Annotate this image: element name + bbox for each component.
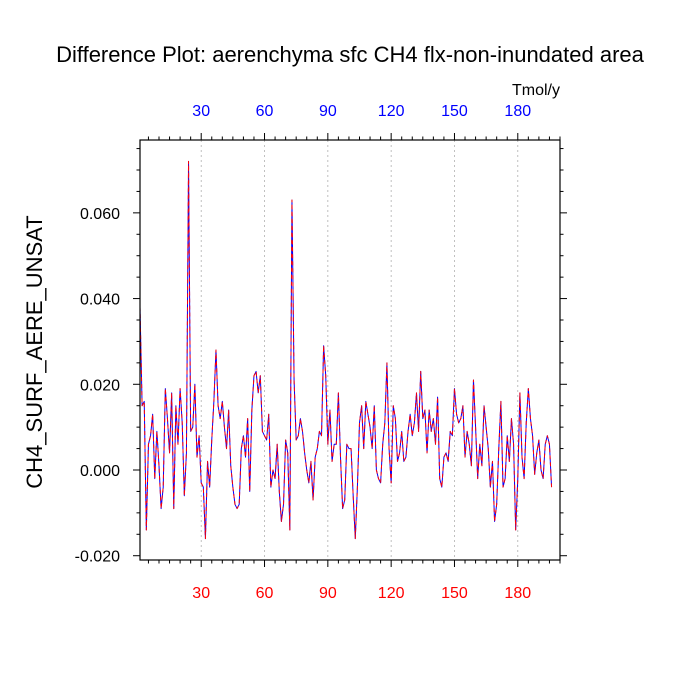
y-axis-label: CH4_SURF_AERE_UNSAT xyxy=(22,215,47,488)
plot-frame xyxy=(139,139,561,561)
y-tick-label-0.060: 0.060 xyxy=(80,206,120,223)
x-tick-label-bottom-30: 30 xyxy=(192,585,210,602)
x-tick-label-top-30: 30 xyxy=(192,103,210,120)
x-tick-label-bottom-150: 150 xyxy=(441,585,468,602)
x-tick-label-bottom-90: 90 xyxy=(319,585,337,602)
y-tick-label-0.000: 0.000 xyxy=(80,463,120,480)
axes: 30 30 60 60 90 90 120 120 150 150 180 180 -0.020 0.00… xyxy=(75,103,567,602)
series-red-line xyxy=(139,160,553,540)
y-tick-label--0.020: -0.020 xyxy=(75,549,120,566)
x-tick-label-bottom-60: 60 xyxy=(256,585,274,602)
x-tick-label-bottom-180: 180 xyxy=(504,585,531,602)
x-tick-label-top-90: 90 xyxy=(319,103,337,120)
y-tick-label-0.020: 0.020 xyxy=(80,377,120,394)
series-blue-line xyxy=(139,160,553,540)
x-tick-label-top-150: 150 xyxy=(441,103,468,120)
units-label: Tmol/y xyxy=(512,82,560,99)
x-tick-label-top-60: 60 xyxy=(256,103,274,120)
y-tick-label-0.040: 0.040 xyxy=(80,292,120,309)
series-lines xyxy=(139,160,553,540)
gridlines xyxy=(200,140,519,560)
x-tick-label-top-120: 120 xyxy=(378,103,405,120)
x-tick-label-bottom-120: 120 xyxy=(378,585,405,602)
chart-title: Difference Plot: aerenchyma sfc CH4 flx-… xyxy=(56,42,645,67)
x-tick-label-top-180: 180 xyxy=(504,103,531,120)
